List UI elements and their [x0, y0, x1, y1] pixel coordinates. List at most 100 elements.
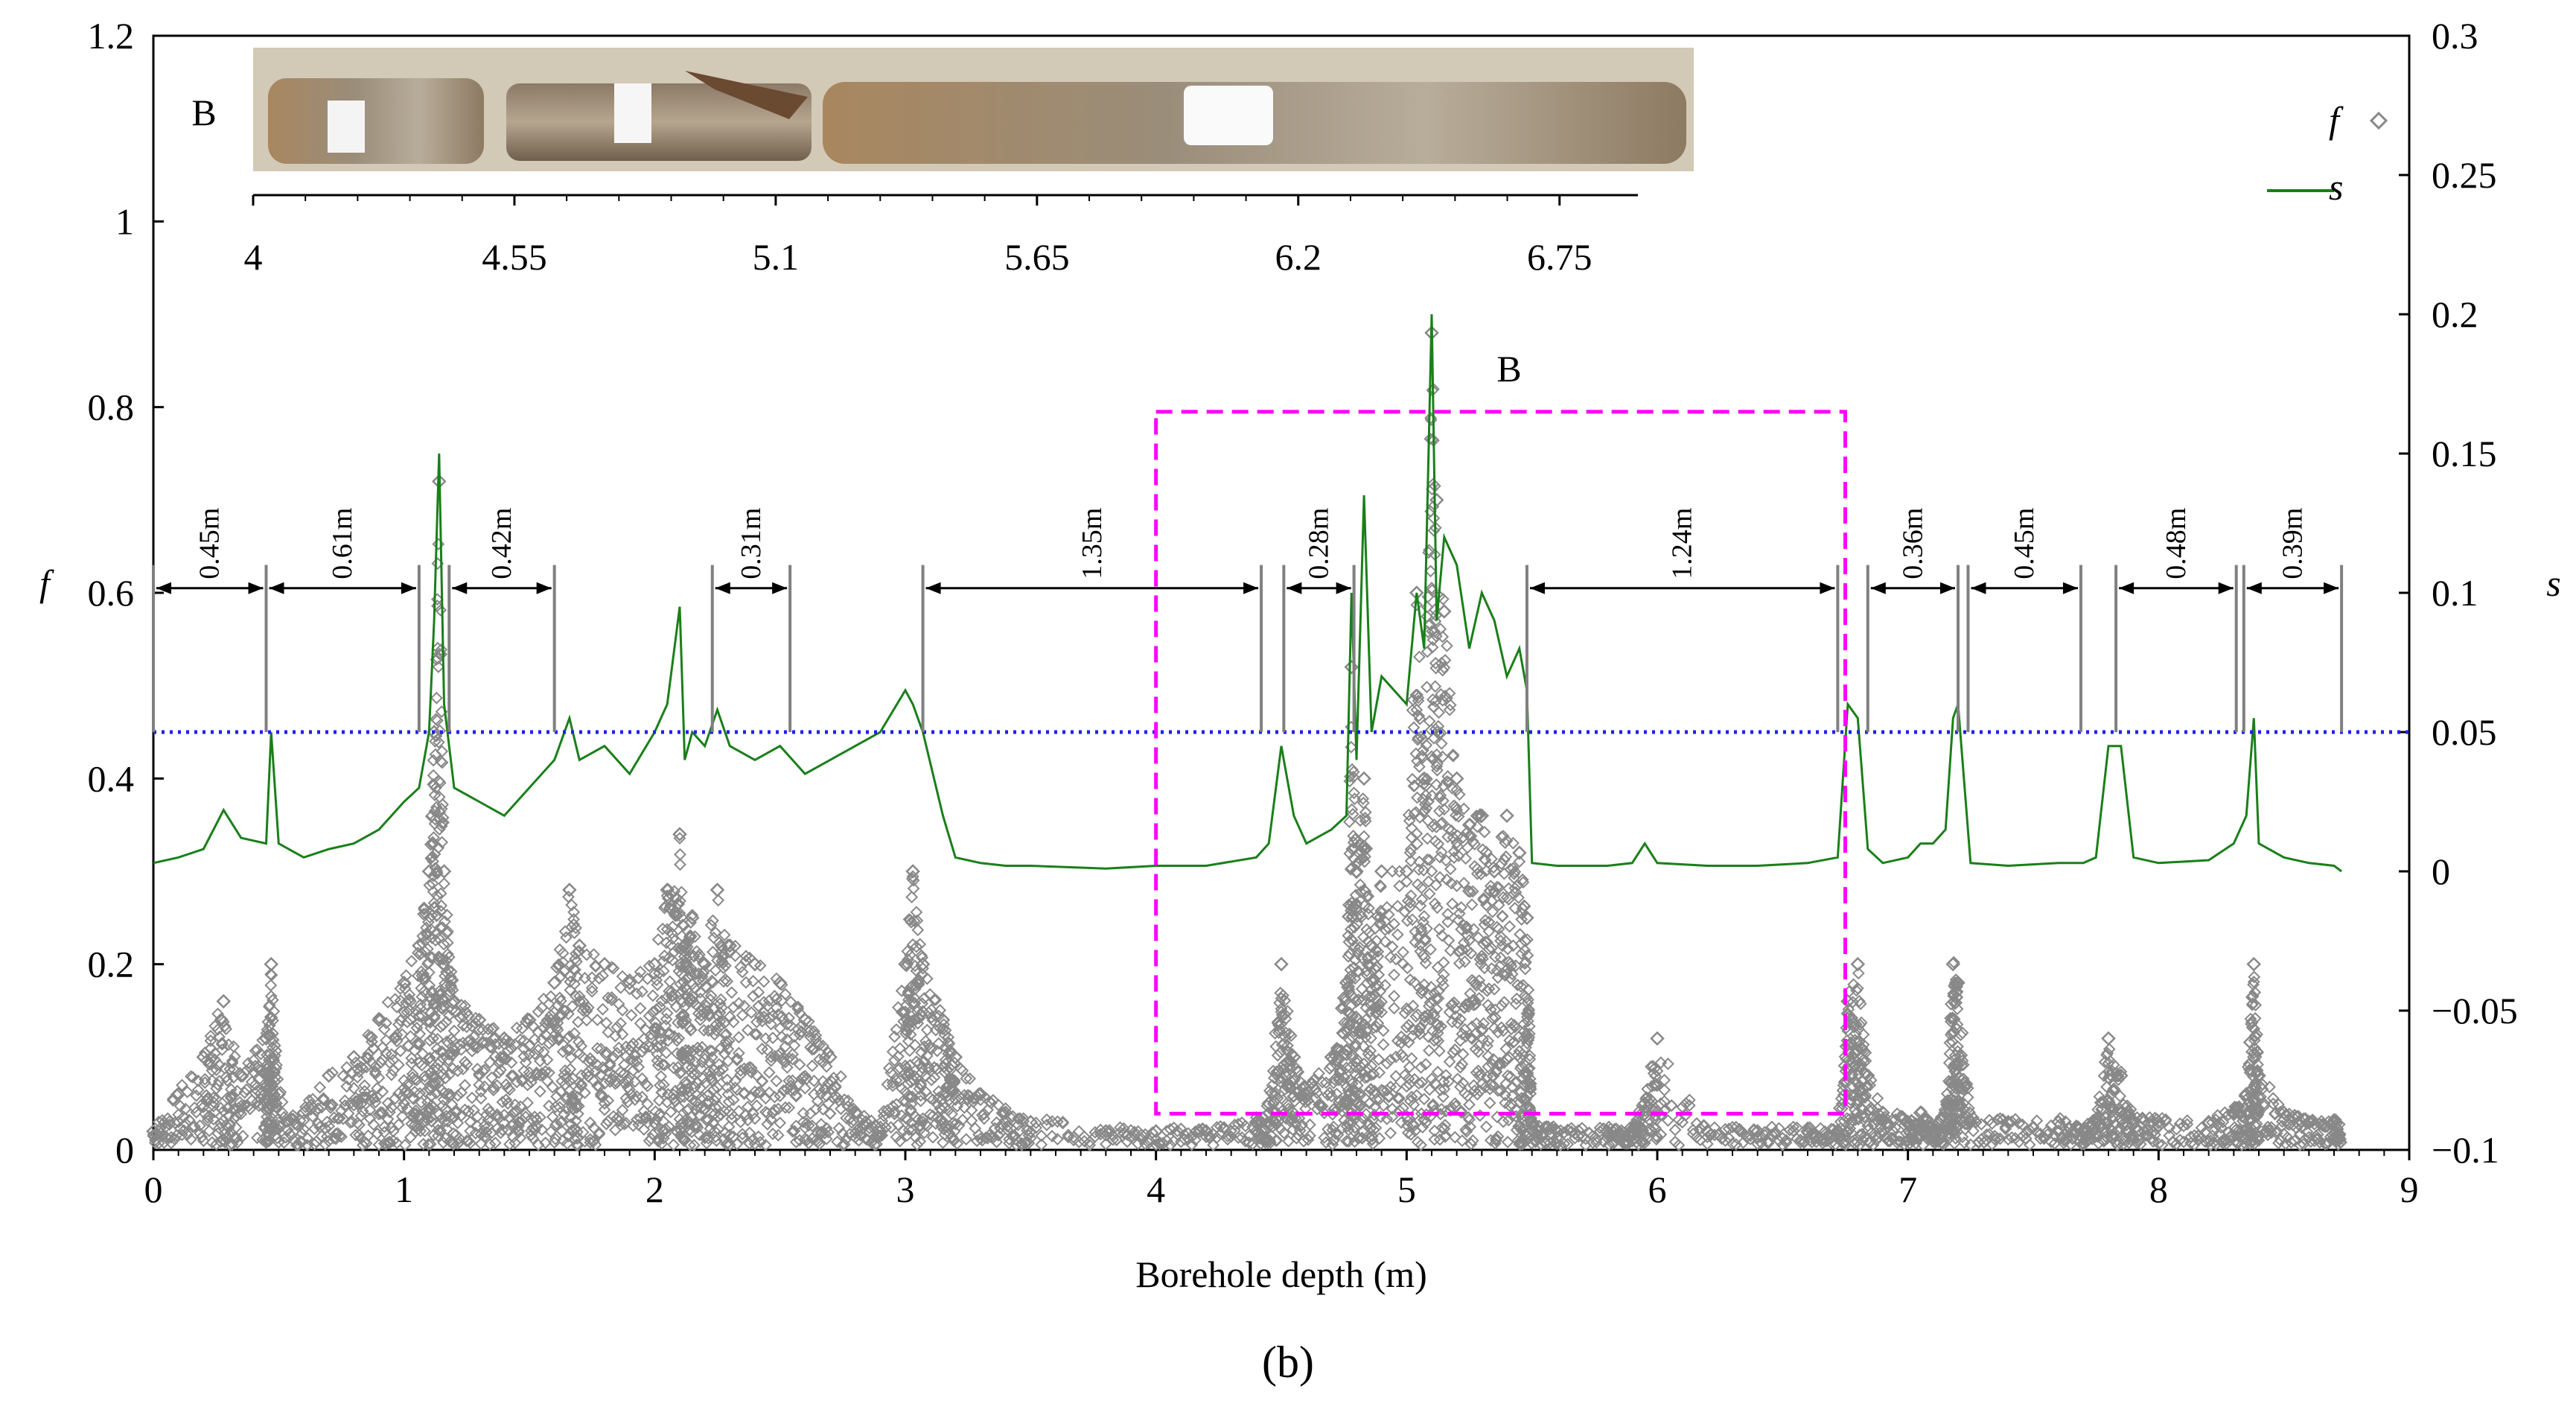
f-point — [649, 1016, 662, 1029]
f-point — [1435, 737, 1448, 750]
f-point — [948, 1049, 963, 1065]
f-point — [1465, 1032, 1479, 1046]
f-point — [904, 1090, 916, 1104]
f-point — [503, 1083, 516, 1096]
f-point — [888, 1054, 901, 1067]
f-point — [367, 1041, 380, 1055]
f-point — [660, 1013, 673, 1026]
f-point — [1465, 898, 1479, 912]
f-point — [519, 1056, 532, 1069]
f-point — [1951, 975, 1966, 991]
f-point — [1523, 1020, 1536, 1033]
f-point — [1352, 993, 1365, 1006]
f-point — [922, 1063, 935, 1075]
f-point — [689, 930, 701, 943]
f-point — [905, 864, 920, 879]
f-point — [2195, 1121, 2208, 1134]
f-point — [585, 985, 599, 998]
f-point — [576, 995, 590, 1008]
f-point — [1346, 934, 1359, 947]
f-point — [723, 946, 736, 958]
f-point — [1292, 1065, 1305, 1078]
f-point — [1418, 934, 1432, 947]
f-point — [1461, 929, 1474, 942]
f-point — [1461, 817, 1477, 833]
f-point — [532, 1138, 545, 1151]
f-point — [972, 1128, 986, 1142]
f-point — [1124, 1131, 1138, 1144]
f-point — [677, 938, 692, 953]
f-point — [358, 1084, 372, 1098]
f-point — [791, 1000, 805, 1014]
f-point — [279, 1131, 293, 1144]
f-point — [1361, 958, 1374, 972]
f-point — [687, 950, 701, 963]
y-left-tick-label: 0 — [115, 1129, 134, 1171]
f-point — [564, 1063, 577, 1076]
f-point — [427, 1064, 440, 1077]
f-point — [2075, 1138, 2088, 1151]
f-point — [478, 1119, 491, 1132]
f-point — [1491, 880, 1504, 894]
f-point — [428, 1009, 441, 1023]
f-point — [456, 1010, 470, 1023]
f-point — [753, 1136, 767, 1149]
f-point — [585, 1055, 599, 1068]
f-point — [823, 1049, 838, 1065]
f-point — [952, 1119, 966, 1132]
f-point — [1481, 1070, 1493, 1084]
f-point — [1316, 1075, 1329, 1089]
f-point — [353, 1093, 366, 1106]
f-point — [1951, 985, 1964, 999]
f-point — [667, 1088, 680, 1101]
f-point — [264, 990, 278, 1003]
f-point — [948, 1074, 961, 1087]
f-point — [581, 1001, 595, 1014]
f-point — [1274, 1075, 1287, 1089]
f-point — [1488, 982, 1501, 996]
f-point — [910, 906, 923, 919]
f-point — [320, 1130, 334, 1143]
f-point — [1429, 878, 1443, 891]
f-point — [1524, 1114, 1540, 1130]
f-point — [494, 1064, 507, 1076]
f-point — [752, 1130, 765, 1143]
f-point — [1422, 875, 1435, 888]
f-point — [928, 993, 941, 1006]
f-point — [718, 973, 732, 986]
f-point — [340, 1080, 354, 1093]
f-point — [1945, 956, 1961, 972]
f-point — [1485, 894, 1498, 908]
f-point — [937, 1116, 951, 1129]
f-point — [266, 1027, 279, 1040]
f-point — [1485, 941, 1498, 955]
f-point — [928, 1071, 941, 1084]
f-point — [820, 1132, 833, 1145]
f-point — [1398, 1007, 1412, 1020]
f-point — [1423, 714, 1436, 728]
f-point — [1412, 694, 1425, 708]
f-point — [1382, 908, 1395, 921]
f-point — [2098, 1055, 2111, 1069]
f-point — [500, 1093, 513, 1107]
f-point — [1858, 1110, 1871, 1124]
f-point — [975, 1134, 989, 1147]
f-point — [1380, 1113, 1394, 1125]
f-point — [1269, 1027, 1281, 1040]
f-point — [925, 1073, 938, 1087]
f-point — [521, 1096, 535, 1110]
f-point — [623, 1083, 637, 1096]
f-point — [1447, 748, 1460, 761]
f-point — [1347, 770, 1360, 783]
f-point — [1645, 1123, 1657, 1136]
f-point — [1851, 982, 1864, 995]
f-point — [663, 975, 677, 988]
f-point — [1327, 1120, 1340, 1134]
f-point — [464, 1136, 477, 1150]
f-point — [207, 1113, 220, 1126]
f-point — [453, 1132, 466, 1145]
f-point — [1297, 1134, 1310, 1148]
f-point — [1665, 1099, 1678, 1112]
f-point — [705, 1044, 718, 1058]
f-point — [1459, 852, 1473, 865]
